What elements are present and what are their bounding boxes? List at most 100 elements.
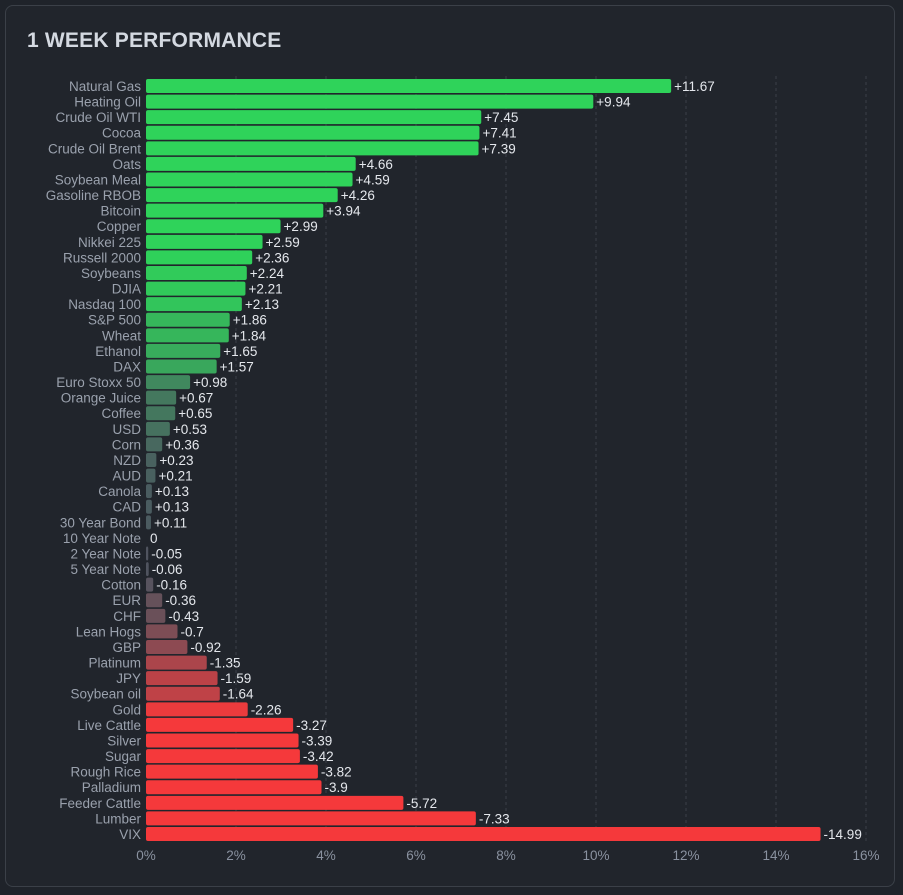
value-label: +0.13 <box>155 500 189 515</box>
bar <box>146 94 594 109</box>
bar <box>146 234 263 249</box>
category-label: 10 Year Note <box>63 531 141 546</box>
bar <box>146 624 178 639</box>
category-label: Crude Oil Brent <box>48 141 141 156</box>
value-label: +1.57 <box>220 359 254 374</box>
value-label: -0.7 <box>181 624 204 639</box>
category-label: Bitcoin <box>100 204 141 219</box>
bar <box>146 593 163 608</box>
bar <box>146 671 218 686</box>
bar <box>146 312 230 327</box>
bar <box>146 375 191 390</box>
bar <box>146 811 476 826</box>
category-label: Live Cattle <box>77 718 141 733</box>
value-label: -3.39 <box>302 733 333 748</box>
value-label: -2.26 <box>251 702 282 717</box>
bar <box>146 343 221 358</box>
bar <box>146 203 324 218</box>
category-label: Soybean Meal <box>55 172 141 187</box>
category-label: Cocoa <box>102 126 142 141</box>
category-label: 2 Year Note <box>70 546 141 561</box>
category-label: Orange Juice <box>61 391 141 406</box>
value-label: -14.99 <box>824 827 862 842</box>
bar <box>146 250 253 265</box>
category-label: Lumber <box>95 811 141 826</box>
value-label: +0.98 <box>193 375 227 390</box>
category-label: Nasdaq 100 <box>68 297 141 312</box>
value-label: +1.86 <box>233 313 267 328</box>
bar <box>146 577 154 592</box>
bar <box>146 297 242 312</box>
category-label: Wheat <box>102 328 141 343</box>
category-label: Euro Stoxx 50 <box>56 375 141 390</box>
value-label: +0.36 <box>165 437 199 452</box>
value-label: +2.59 <box>266 235 300 250</box>
bar <box>146 702 248 717</box>
x-tick-label: 0% <box>136 848 156 863</box>
category-label: Silver <box>107 733 141 748</box>
value-label: +4.66 <box>359 157 393 172</box>
bar <box>146 125 480 140</box>
value-label: -0.16 <box>156 578 187 593</box>
bar <box>146 421 170 436</box>
bar <box>146 562 149 577</box>
category-label: Lean Hogs <box>76 624 142 639</box>
value-label: -3.27 <box>296 718 327 733</box>
category-label: Russell 2000 <box>63 250 141 265</box>
category-label: USD <box>112 422 141 437</box>
category-label: Gasoline RBOB <box>46 188 141 203</box>
category-label: Palladium <box>82 780 141 795</box>
category-label: Feeder Cattle <box>59 796 141 811</box>
value-label: -0.36 <box>165 593 196 608</box>
value-label: +1.65 <box>223 344 257 359</box>
category-label: DJIA <box>112 282 141 297</box>
bar <box>146 188 338 203</box>
category-label: Gold <box>112 702 141 717</box>
bar <box>146 265 247 280</box>
category-label: Platinum <box>88 656 141 671</box>
value-label: +7.39 <box>482 141 516 156</box>
category-label: Rough Rice <box>70 765 141 780</box>
bar <box>146 328 229 343</box>
bar <box>146 515 151 530</box>
bar <box>146 749 300 764</box>
category-label: Crude Oil WTI <box>55 110 141 125</box>
bar <box>146 826 821 841</box>
category-label: Natural Gas <box>69 79 141 94</box>
bar <box>146 110 482 125</box>
category-label: 30 Year Bond <box>60 515 141 530</box>
bar <box>146 406 176 421</box>
bar <box>146 484 152 499</box>
bar <box>146 795 404 810</box>
category-label: Sugar <box>105 749 142 764</box>
value-label: -1.64 <box>223 687 254 702</box>
value-label: 0 <box>150 531 158 546</box>
category-label: Cotton <box>101 578 141 593</box>
category-label: EUR <box>112 593 141 608</box>
category-label: AUD <box>112 469 141 484</box>
value-label: +0.53 <box>173 422 207 437</box>
category-label: CHF <box>113 609 141 624</box>
bar <box>146 764 318 779</box>
x-tick-label: 6% <box>406 848 426 863</box>
bar <box>146 452 157 467</box>
bar <box>146 733 299 748</box>
bars: Natural Gas +11.67 Heating Oil +9.94 Crude O… <box>46 79 862 842</box>
bar <box>146 281 246 296</box>
value-label: +0.65 <box>178 406 212 421</box>
category-label: Oats <box>112 157 141 172</box>
x-tick-label: 4% <box>316 848 336 863</box>
category-label: Canola <box>98 484 141 499</box>
category-label: VIX <box>119 827 141 842</box>
value-label: +2.99 <box>284 219 318 234</box>
bar <box>146 79 672 93</box>
value-label: -0.06 <box>152 562 183 577</box>
value-label: -0.92 <box>190 640 221 655</box>
value-label: +4.59 <box>356 172 390 187</box>
category-label: NZD <box>113 453 141 468</box>
value-label: +3.94 <box>326 204 361 219</box>
category-label: DAX <box>113 359 141 374</box>
bar <box>146 219 281 234</box>
value-label: -1.35 <box>210 656 241 671</box>
bar <box>146 437 163 452</box>
